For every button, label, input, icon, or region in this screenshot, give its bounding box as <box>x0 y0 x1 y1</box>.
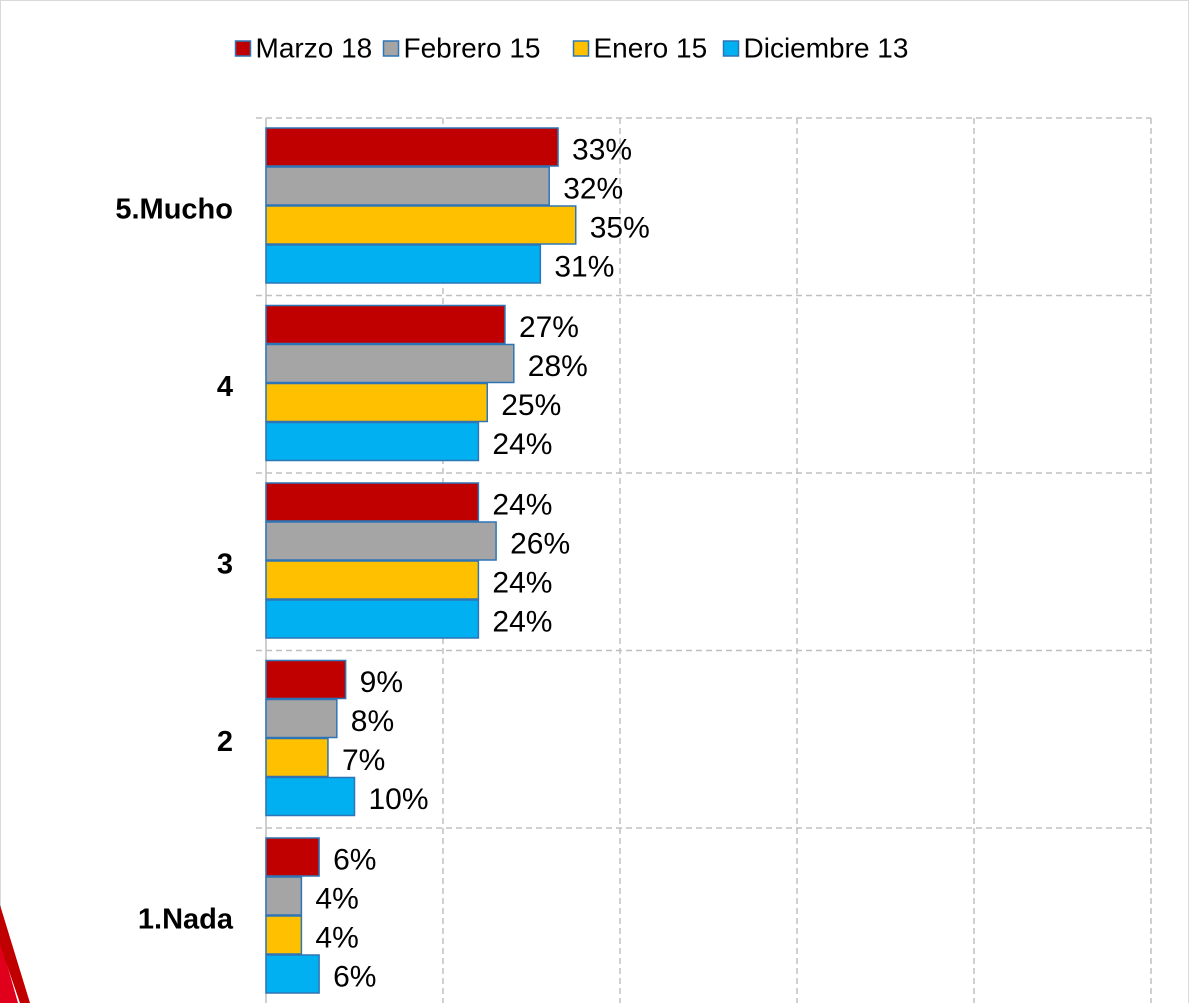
bar <box>265 737 329 778</box>
data-label: 28% <box>528 350 588 383</box>
y-tick-label: 5.Mucho <box>115 193 233 225</box>
data-label: 31% <box>554 250 614 283</box>
y-tick-label: 1.Nada <box>138 903 234 935</box>
data-label: 24% <box>492 605 552 638</box>
bar <box>265 954 320 994</box>
data-label: 24% <box>492 566 552 599</box>
bar <box>265 837 320 877</box>
data-label: 6% <box>333 960 376 993</box>
bar <box>265 343 515 384</box>
bar <box>265 521 497 561</box>
legend-label: Diciembre 13 <box>744 32 909 63</box>
legend-swatch <box>234 40 252 57</box>
data-label: 24% <box>492 428 552 461</box>
bar <box>265 915 303 955</box>
bar <box>265 776 356 817</box>
bar <box>265 382 488 423</box>
data-label: 4% <box>315 882 358 915</box>
data-label: 24% <box>492 488 552 521</box>
bar <box>265 659 347 700</box>
bar <box>265 876 303 916</box>
y-tick-label: 2 <box>217 726 233 758</box>
bar <box>265 698 338 739</box>
data-label: 8% <box>351 705 394 738</box>
legend-label: Marzo 18 <box>256 32 373 63</box>
y-tick-label: 3 <box>217 548 233 580</box>
legend-swatch <box>722 40 740 57</box>
data-label: 26% <box>510 527 570 560</box>
legend-label: Enero 15 <box>594 32 708 63</box>
bar <box>265 599 480 639</box>
data-label: 9% <box>360 666 403 699</box>
bar <box>265 482 480 522</box>
bar <box>265 166 550 206</box>
legend-swatch <box>572 40 590 57</box>
bar <box>265 304 506 345</box>
data-label: 33% <box>572 133 632 166</box>
legend-swatch <box>382 40 400 57</box>
bar <box>265 560 480 600</box>
data-label: 25% <box>501 389 561 422</box>
data-label: 7% <box>342 744 385 777</box>
data-label: 4% <box>315 921 358 954</box>
bar <box>265 205 577 245</box>
data-label: 27% <box>519 311 579 344</box>
bar <box>265 244 542 284</box>
data-label: 32% <box>563 172 623 205</box>
legend-label: Febrero 15 <box>404 32 541 63</box>
bar <box>265 421 480 462</box>
bar <box>265 127 559 167</box>
logo <box>0 905 30 1003</box>
y-tick-label: 4 <box>217 371 233 403</box>
data-label: 10% <box>369 783 429 816</box>
data-label: 6% <box>333 843 376 876</box>
data-label: 35% <box>590 211 650 244</box>
